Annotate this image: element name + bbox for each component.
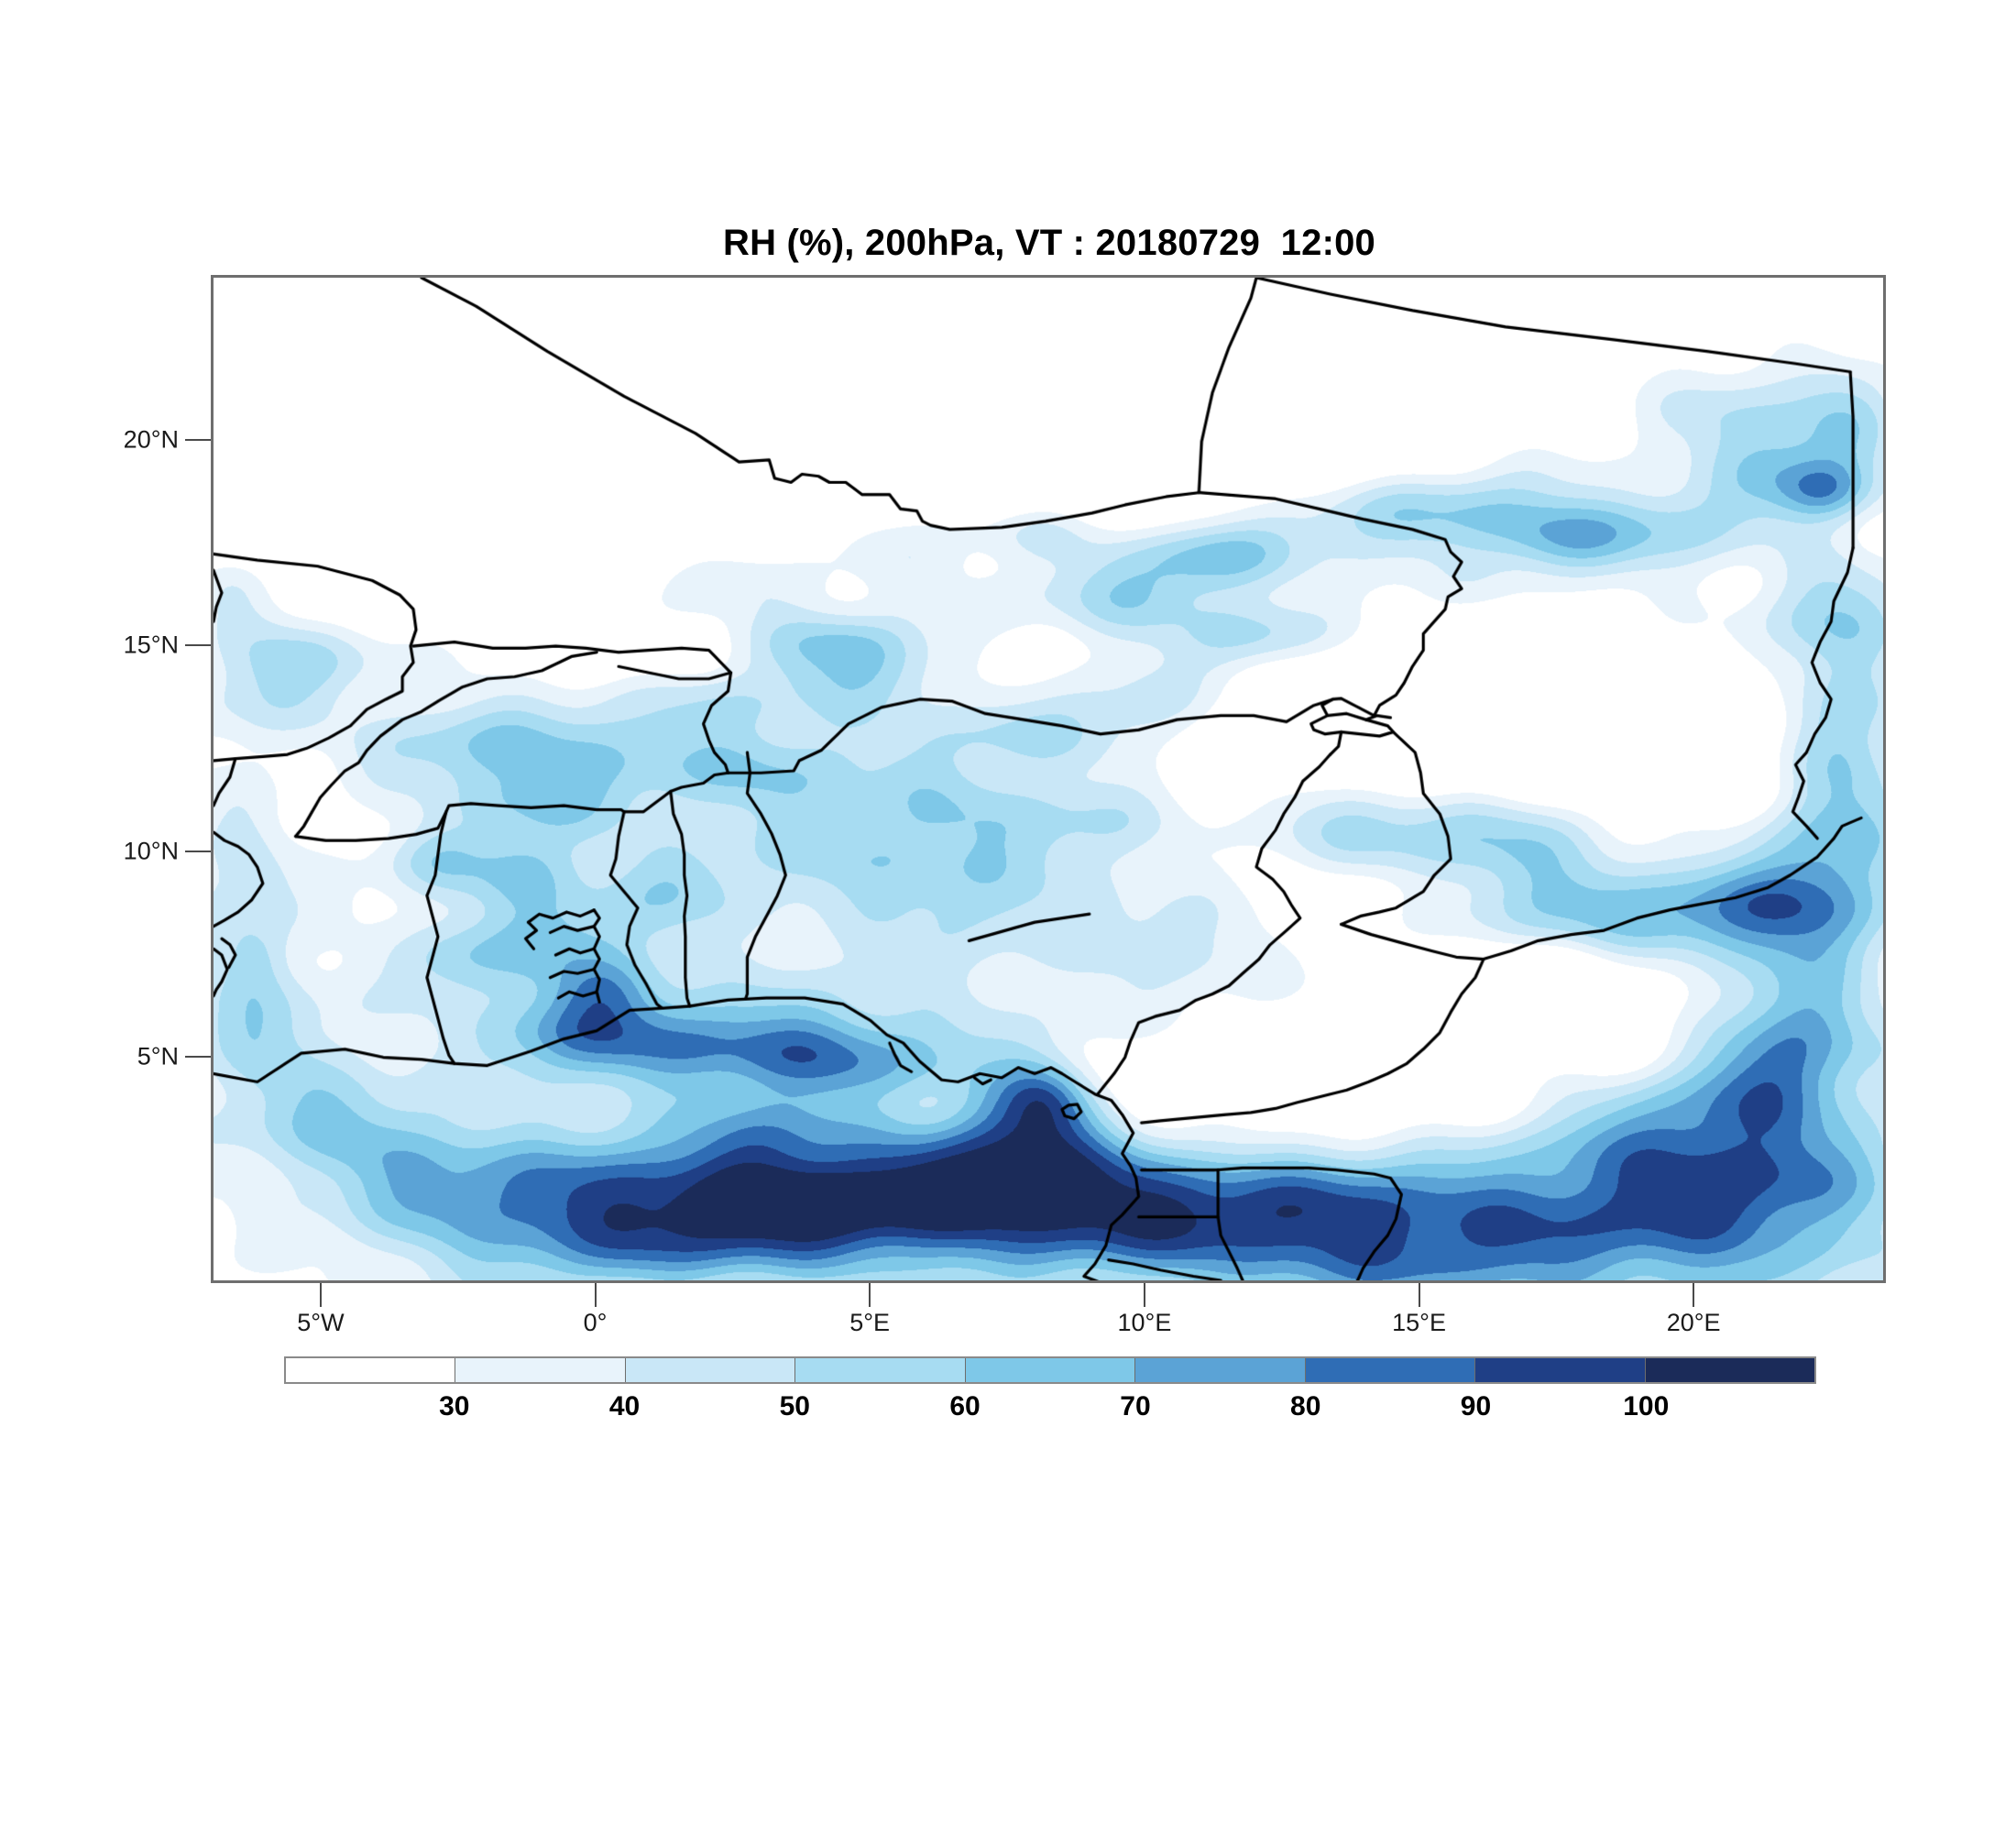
colorbar-segment (624, 1358, 795, 1382)
y-tick-mark (185, 644, 211, 647)
chart-title: RH (%), 200hPa, VT : 20180729 12:00 (722, 223, 1375, 263)
colorbar-segment (1304, 1358, 1475, 1382)
colorbar-tick-label: 50 (779, 1391, 810, 1421)
y-tick-mark (185, 1056, 211, 1059)
colorbar-gradient (284, 1356, 1816, 1384)
x-tick-label: 5°E (849, 1309, 891, 1336)
x-tick-label: 20°E (1666, 1309, 1721, 1336)
colorbar-segment (794, 1358, 965, 1382)
colorbar-tick-label: 60 (949, 1391, 981, 1421)
x-tick-label: 15°E (1392, 1309, 1446, 1336)
x-tick-mark (319, 1283, 322, 1307)
colorbar-tick-label: 80 (1290, 1391, 1321, 1421)
colorbar[interactable] (284, 1356, 1816, 1384)
y-tick-label: 20°N (123, 425, 179, 454)
colorbar-segment (1644, 1358, 1814, 1382)
colorbar-segment (1134, 1358, 1305, 1382)
x-tick-mark (869, 1283, 871, 1307)
map-plot-area[interactable] (211, 275, 1886, 1283)
y-tick-label: 15°N (123, 631, 179, 659)
y-tick-mark (185, 438, 211, 441)
colorbar-segment (455, 1358, 625, 1382)
x-tick-mark (1143, 1283, 1145, 1307)
x-tick-mark (1693, 1283, 1695, 1307)
colorbar-tick-label: 40 (608, 1391, 641, 1421)
y-tick-mark (185, 850, 211, 852)
y-tick-label: 5°N (137, 1042, 179, 1070)
colorbar-tick-label: 100 (1623, 1391, 1670, 1421)
colorbar-tick-label: 90 (1460, 1391, 1492, 1421)
x-tick-label: 5°W (297, 1309, 345, 1336)
y-tick-label: 10°N (123, 837, 179, 865)
relative-humidity-contour-map (214, 278, 1883, 1280)
x-tick-label: 10°E (1117, 1309, 1172, 1336)
colorbar-segment (286, 1358, 455, 1382)
colorbar-segment (964, 1358, 1135, 1382)
colorbar-tick-label: 70 (1120, 1391, 1151, 1421)
x-tick-label: 0° (583, 1309, 608, 1336)
colorbar-tick-label: 30 (439, 1391, 470, 1421)
x-tick-mark (1418, 1283, 1420, 1307)
x-tick-mark (594, 1283, 597, 1307)
colorbar-segment (1474, 1358, 1645, 1382)
